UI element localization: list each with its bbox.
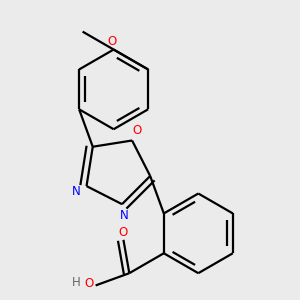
Text: O: O [133, 124, 142, 137]
Text: O: O [107, 35, 116, 48]
Text: H: H [71, 276, 80, 289]
Text: O: O [85, 277, 94, 290]
Text: O: O [119, 226, 128, 239]
Text: N: N [72, 185, 81, 198]
Text: N: N [119, 209, 128, 222]
